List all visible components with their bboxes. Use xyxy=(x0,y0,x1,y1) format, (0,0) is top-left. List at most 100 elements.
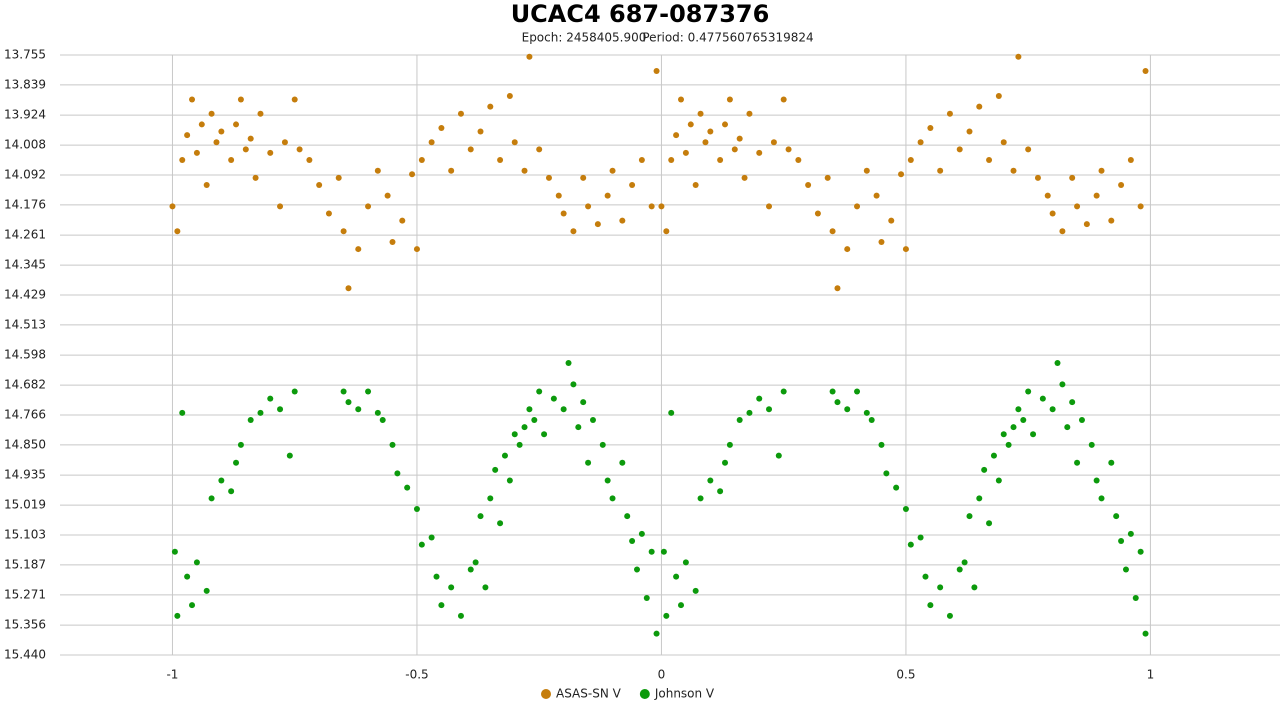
data-point xyxy=(418,541,425,548)
data-point xyxy=(340,388,347,395)
data-point xyxy=(345,399,352,406)
data-point xyxy=(413,506,420,513)
data-point xyxy=(878,441,885,448)
data-point xyxy=(281,139,288,146)
data-point xyxy=(171,548,178,555)
data-point xyxy=(927,602,934,609)
data-point xyxy=(780,96,787,103)
data-point xyxy=(736,135,743,142)
data-point xyxy=(829,388,836,395)
y-tick-label: 14.598 xyxy=(4,348,46,362)
chart-subtitle: Epoch: 2458405.900 xyxy=(522,31,647,45)
data-point xyxy=(1069,174,1076,181)
data-point xyxy=(638,157,645,164)
data-point xyxy=(814,210,821,217)
data-point xyxy=(374,409,381,416)
data-point xyxy=(717,488,724,495)
data-point xyxy=(687,121,694,128)
data-point xyxy=(1010,424,1017,431)
data-point xyxy=(325,210,332,217)
data-point xyxy=(961,559,968,566)
data-point xyxy=(585,459,592,466)
data-point xyxy=(1059,228,1066,235)
data-point xyxy=(1142,630,1149,637)
data-point xyxy=(1074,203,1081,210)
data-point xyxy=(448,584,455,591)
data-point xyxy=(428,139,435,146)
data-point xyxy=(902,246,909,253)
y-tick-label: 14.345 xyxy=(4,258,46,272)
data-point xyxy=(291,96,298,103)
data-point xyxy=(863,409,870,416)
data-point xyxy=(237,441,244,448)
data-point xyxy=(560,406,567,413)
y-tick-label: 14.682 xyxy=(4,378,46,392)
data-point xyxy=(726,441,733,448)
data-point xyxy=(482,584,489,591)
data-point xyxy=(345,285,352,292)
data-point xyxy=(966,128,973,135)
data-point xyxy=(731,146,738,153)
data-point xyxy=(673,132,680,139)
data-point xyxy=(834,399,841,406)
data-point xyxy=(917,139,924,146)
data-point xyxy=(629,181,636,188)
x-tick-label: -1 xyxy=(166,668,178,682)
data-point xyxy=(296,146,303,153)
data-point xyxy=(1015,53,1022,60)
data-point xyxy=(722,459,729,466)
data-point xyxy=(565,360,572,367)
data-point xyxy=(257,110,264,117)
data-point xyxy=(457,612,464,619)
data-point xyxy=(1127,157,1134,164)
data-point xyxy=(697,110,704,117)
data-point xyxy=(237,96,244,103)
data-point xyxy=(492,466,499,473)
data-point xyxy=(267,149,274,156)
data-point xyxy=(785,146,792,153)
data-point xyxy=(902,506,909,513)
data-point xyxy=(575,424,582,431)
x-tick-label: 0 xyxy=(658,668,666,682)
data-point xyxy=(335,174,342,181)
data-point xyxy=(707,477,714,484)
data-point xyxy=(653,630,660,637)
data-point xyxy=(604,477,611,484)
y-tick-label: 15.356 xyxy=(4,618,46,632)
data-point xyxy=(780,388,787,395)
legend-label: ASAS-SN V xyxy=(556,687,622,701)
data-point xyxy=(1005,441,1012,448)
data-point xyxy=(971,584,978,591)
data-point xyxy=(174,228,181,235)
data-point xyxy=(570,381,577,388)
data-point xyxy=(184,573,191,580)
data-point xyxy=(668,409,675,416)
data-point xyxy=(995,92,1002,99)
data-point xyxy=(404,484,411,491)
data-point xyxy=(1118,181,1125,188)
data-point xyxy=(233,459,240,466)
data-point xyxy=(218,128,225,135)
data-point xyxy=(531,416,538,423)
data-point xyxy=(472,559,479,566)
data-point xyxy=(937,584,944,591)
data-point xyxy=(203,587,210,594)
data-point xyxy=(624,513,631,520)
y-tick-label: 14.766 xyxy=(4,408,46,422)
data-point xyxy=(413,246,420,253)
data-point xyxy=(198,121,205,128)
y-tick-label: 14.092 xyxy=(4,168,46,182)
data-point xyxy=(648,548,655,555)
data-point xyxy=(247,416,254,423)
data-point xyxy=(1113,513,1120,520)
y-tick-label: 14.513 xyxy=(4,317,46,331)
x-tick-label: -0.5 xyxy=(405,668,428,682)
data-point xyxy=(1137,203,1144,210)
data-point xyxy=(511,139,518,146)
data-point xyxy=(873,192,880,199)
data-point xyxy=(834,285,841,292)
data-point xyxy=(1083,221,1090,228)
data-point xyxy=(854,203,861,210)
data-point xyxy=(678,96,685,103)
data-point xyxy=(1059,381,1066,388)
